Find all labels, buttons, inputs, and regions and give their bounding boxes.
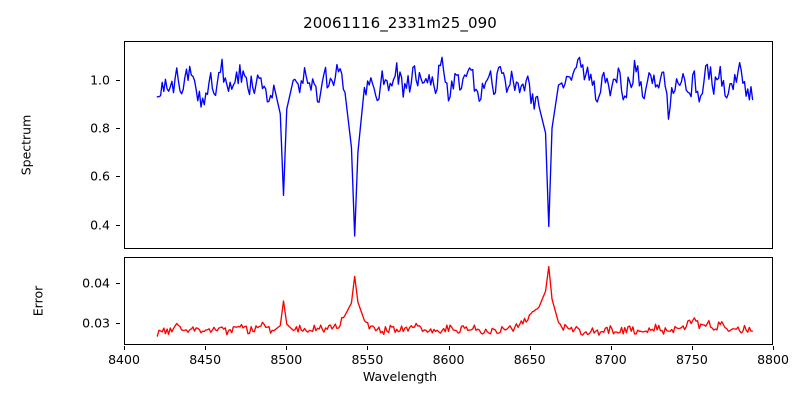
- error-plot-panel: [124, 257, 773, 345]
- spectrum-y-tick-labels: 0.4 0.6 0.8 1.0: [70, 41, 120, 249]
- x-tick-mark: [286, 346, 288, 350]
- y-tick-label: 0.6: [90, 168, 110, 184]
- chart-title: 20061116_2331m25_090: [303, 14, 497, 32]
- y-tick-mark: [116, 283, 120, 284]
- x-tick-label: 8500: [270, 352, 303, 367]
- y-tick-mark: [116, 79, 120, 81]
- y-tick-label: 0.4: [90, 217, 110, 233]
- y-tick-mark: [116, 128, 120, 130]
- y-tick-label: 0.04: [82, 275, 110, 291]
- x-tick-label: 8400: [108, 352, 140, 367]
- y-tick-mark: [116, 323, 120, 324]
- spectrum-y-axis-label: Spectrum: [18, 114, 34, 176]
- x-tick-label: 8600: [432, 352, 465, 367]
- y-tick-label: 0.8: [90, 120, 110, 136]
- x-tick-mark: [205, 346, 207, 350]
- error-trace-svg: [156, 265, 754, 337]
- y-tick-mark: [116, 176, 120, 178]
- x-tick-mark: [529, 346, 531, 350]
- x-tick-mark: [610, 346, 612, 350]
- x-tick-label: 8800: [757, 352, 789, 367]
- x-tick-label: 8750: [675, 352, 708, 367]
- x-tick-label: 8650: [513, 352, 546, 367]
- x-tick-label: 8450: [189, 352, 222, 367]
- x-tick-mark: [773, 346, 774, 350]
- x-tick-labels: 8400 8450 8500 8550 8600 8650 8700 8750 8800: [108, 346, 789, 368]
- x-tick-mark: [124, 346, 125, 350]
- spectrum-trace-svg: [156, 56, 754, 237]
- error-y-axis-label: Error: [30, 285, 46, 317]
- y-tick-mark: [116, 224, 120, 226]
- x-tick-label: 8550: [351, 352, 384, 367]
- x-tick-label: 8700: [594, 352, 627, 367]
- x-tick-mark: [367, 346, 369, 350]
- x-axis-label: Wavelength: [362, 369, 438, 384]
- spectrum-plot-panel: [124, 41, 773, 249]
- x-tick-mark: [691, 346, 693, 350]
- error-y-tick-labels: 0.03 0.04: [70, 257, 120, 345]
- y-tick-label: 0.03: [82, 315, 110, 331]
- y-tick-label: 1.0: [90, 72, 110, 88]
- x-tick-mark: [448, 346, 450, 350]
